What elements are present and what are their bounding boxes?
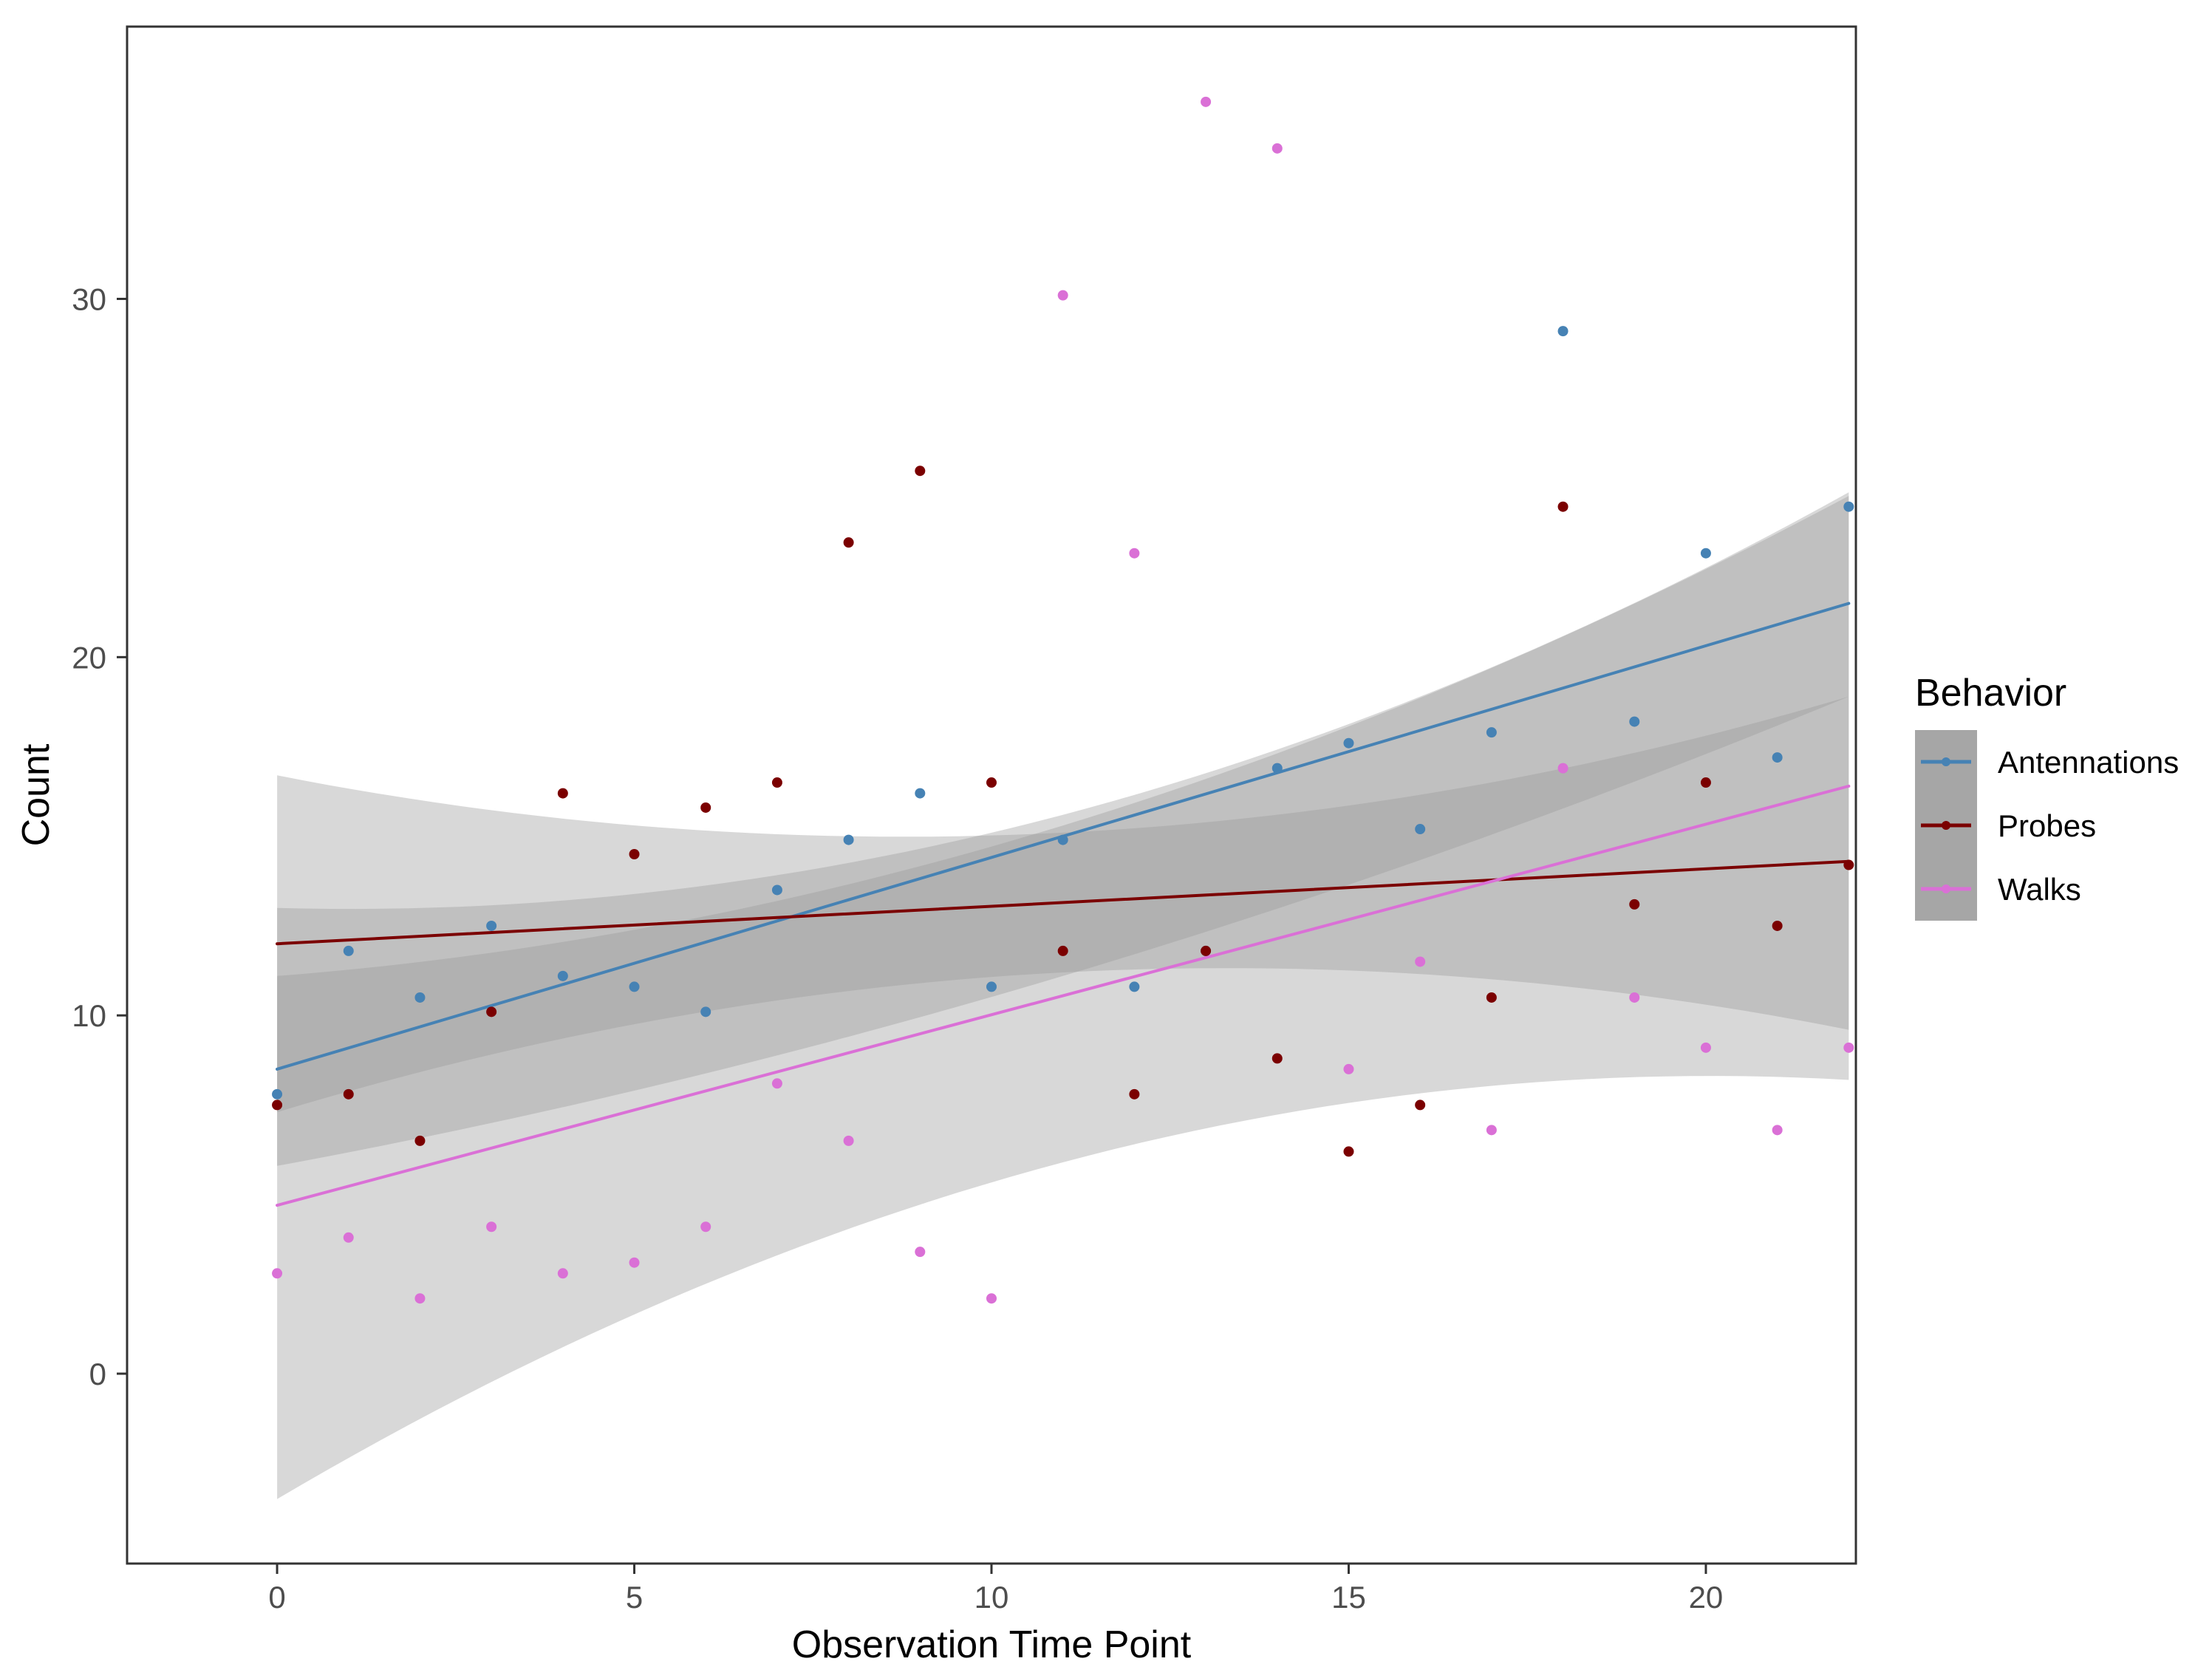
point-walks-1 [343, 1232, 354, 1243]
point-antennations-2 [414, 992, 426, 1003]
point-probes-2 [414, 1135, 426, 1146]
ci-band-antennations [277, 496, 1849, 1166]
point-walks-10 [986, 1293, 997, 1304]
point-walks-3 [486, 1221, 497, 1233]
point-antennations-14 [1271, 763, 1283, 774]
point-walks-12 [1129, 548, 1140, 559]
point-probes-21 [1772, 920, 1783, 931]
point-probes-18 [1557, 501, 1568, 512]
point-walks-15 [1343, 1063, 1354, 1074]
x-tick-label-20: 20 [1689, 1580, 1724, 1615]
point-walks-0 [272, 1268, 283, 1279]
point-walks-21 [1772, 1125, 1783, 1136]
point-probes-9 [915, 466, 926, 477]
point-antennations-3 [486, 920, 497, 931]
point-probes-6 [700, 802, 711, 813]
point-probes-7 [771, 777, 782, 788]
point-antennations-6 [700, 1006, 711, 1017]
point-antennations-12 [1129, 981, 1140, 992]
point-antennations-5 [629, 981, 640, 992]
x-tick-label-0: 0 [268, 1580, 285, 1615]
legend-title: Behavior [1915, 672, 2066, 715]
point-probes-0 [272, 1100, 283, 1111]
point-walks-17 [1486, 1125, 1497, 1136]
fit-line-probes [276, 859, 1851, 946]
point-probes-13 [1201, 945, 1212, 956]
point-walks-2 [414, 1293, 426, 1304]
point-walks-7 [771, 1078, 782, 1089]
point-antennations-15 [1343, 737, 1354, 749]
point-walks-14 [1271, 143, 1283, 154]
point-walks-22 [1843, 1042, 1854, 1053]
x-tick-label-15: 15 [1331, 1580, 1366, 1615]
point-probes-17 [1486, 992, 1497, 1003]
legend-label-walks: Walks [1998, 872, 2081, 907]
y-tick-label-20: 20 [72, 640, 106, 675]
point-walks-6 [700, 1221, 711, 1233]
x-axis-ticks: 0 5 10 15 20 [268, 1564, 1723, 1615]
point-probes-16 [1415, 1100, 1426, 1111]
point-probes-4 [557, 788, 568, 799]
y-tick-label-0: 0 [89, 1357, 106, 1391]
point-walks-9 [915, 1247, 926, 1258]
point-walks-19 [1629, 992, 1640, 1003]
x-tick-label-5: 5 [626, 1580, 643, 1615]
point-walks-8 [843, 1135, 854, 1146]
point-probes-5 [629, 849, 640, 859]
legend-key-point-probes [1942, 821, 1950, 830]
legend-label-probes: Probes [1998, 808, 2096, 843]
point-antennations-17 [1486, 727, 1497, 738]
point-antennations-4 [557, 970, 568, 981]
legend: Antennations Probes Walks [1915, 730, 2179, 921]
point-probes-20 [1700, 777, 1711, 788]
y-tick-label-30: 30 [72, 282, 106, 316]
point-probes-1 [343, 1088, 354, 1100]
point-antennations-9 [915, 788, 926, 799]
point-walks-16 [1415, 956, 1426, 967]
point-antennations-11 [1057, 834, 1068, 845]
point-probes-11 [1057, 945, 1068, 956]
point-probes-14 [1271, 1053, 1283, 1064]
point-antennations-22 [1843, 501, 1854, 512]
legend-key-point-walks [1942, 884, 1950, 893]
ci-band-probes [277, 696, 1849, 1113]
point-probes-12 [1129, 1088, 1140, 1100]
point-probes-8 [843, 537, 854, 548]
point-antennations-18 [1557, 326, 1568, 337]
point-walks-18 [1557, 763, 1568, 774]
y-axis-ticks: 0 10 20 30 [72, 282, 127, 1391]
point-antennations-0 [272, 1088, 283, 1100]
y-tick-label-10: 10 [72, 998, 106, 1033]
point-antennations-16 [1415, 824, 1426, 835]
data-points [272, 96, 1854, 1304]
point-walks-4 [557, 1268, 568, 1279]
point-walks-5 [629, 1257, 640, 1268]
point-probes-15 [1343, 1146, 1354, 1157]
point-antennations-10 [986, 981, 997, 992]
point-probes-22 [1843, 859, 1854, 870]
point-antennations-19 [1629, 716, 1640, 727]
fit-line-walks [276, 784, 1851, 1207]
point-walks-11 [1057, 290, 1068, 301]
y-axis-title: Count [15, 743, 58, 846]
point-antennations-21 [1772, 752, 1783, 763]
point-antennations-1 [343, 945, 354, 956]
point-probes-19 [1629, 899, 1640, 910]
point-probes-10 [986, 777, 997, 788]
point-probes-3 [486, 1006, 497, 1017]
legend-label-antennations: Antennations [1998, 745, 2179, 780]
point-antennations-7 [771, 884, 782, 896]
legend-key-point-antennations [1942, 757, 1950, 766]
point-antennations-8 [843, 834, 854, 845]
point-walks-13 [1201, 96, 1212, 107]
point-antennations-20 [1700, 548, 1711, 559]
x-tick-label-10: 10 [974, 1580, 1009, 1615]
x-axis-title: Observation Time Point [792, 1623, 1192, 1666]
point-walks-20 [1700, 1042, 1711, 1053]
